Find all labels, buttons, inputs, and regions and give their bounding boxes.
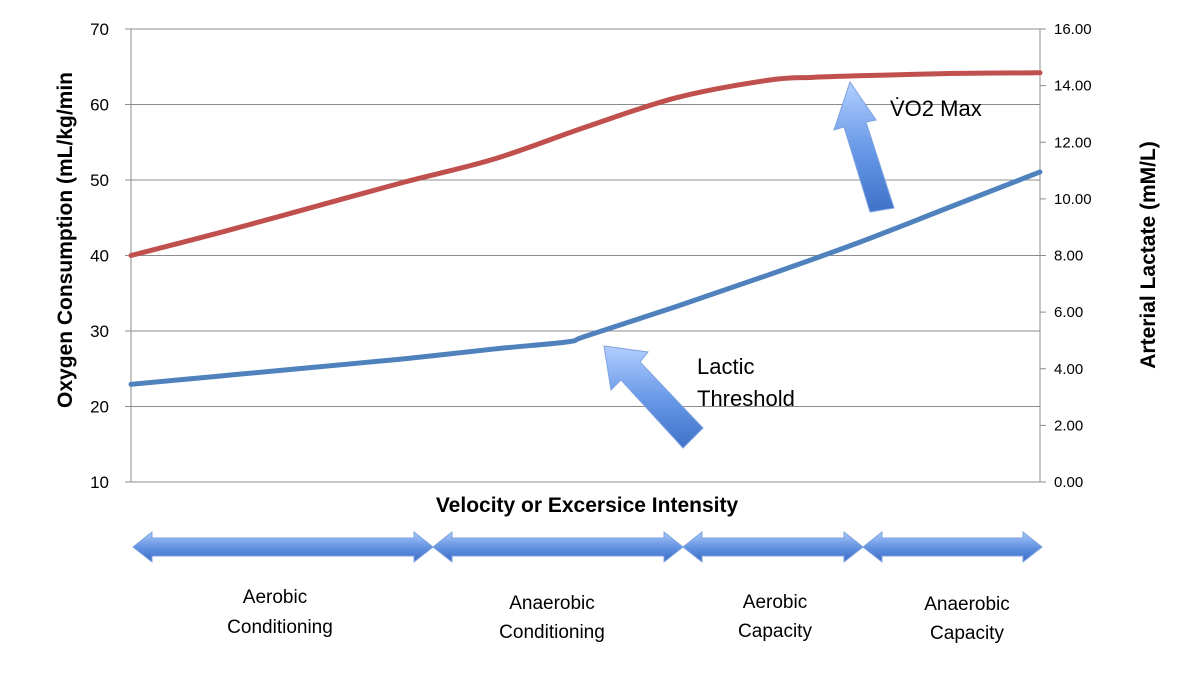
left-tick-label: 40	[90, 247, 109, 266]
right-axis-ticks: 0.00 2.00 4.00 6.00 8.00 10.00 12.00 14.00 16.00	[1040, 21, 1092, 491]
vo2max-arrow-icon	[833, 80, 895, 213]
training-zones: Aerobic Conditioning Anaerobic Condition…	[132, 530, 1043, 644]
left-tick-label: 70	[90, 20, 109, 39]
lactic-threshold-arrow-icon	[603, 345, 704, 449]
zone-label-anaerobic-capacity-1: Anaerobic	[924, 594, 1010, 615]
lactic-threshold-label-line1: Lactic	[697, 354, 754, 379]
vo2max-label: V̇O2 Max	[890, 96, 982, 121]
zone-label-anaerobic-capacity-2: Capacity	[930, 623, 1004, 644]
zone-label-anaerobic-conditioning-2: Conditioning	[499, 622, 605, 643]
left-tick-label: 20	[90, 398, 109, 417]
left-axis-ticks: 10 20 30 40 50 60 70	[90, 20, 131, 492]
right-tick-label: 16.00	[1054, 21, 1092, 38]
zone-label-aerobic-capacity-1: Aerobic	[743, 592, 807, 613]
right-tick-label: 12.00	[1054, 134, 1092, 151]
arterial-lactate-line	[128, 169, 1043, 387]
zone-arrow-aerobic-conditioning-icon	[132, 530, 434, 564]
left-tick-label: 30	[90, 322, 109, 341]
y-axis-right-title: Arterial Lactate (mM/L)	[1137, 141, 1160, 369]
zone-arrow-aerobic-capacity-icon	[682, 530, 864, 564]
y-axis-left-title: Oxygen Consumption (mL/kg/min	[54, 72, 77, 408]
zone-label-aerobic-capacity-2: Capacity	[738, 621, 812, 642]
zone-arrow-anaerobic-conditioning-icon	[432, 530, 684, 564]
right-tick-label: 0.00	[1054, 474, 1083, 491]
right-tick-label: 8.00	[1054, 248, 1083, 265]
gridlines	[131, 28, 1040, 407]
right-tick-label: 6.00	[1054, 304, 1083, 321]
x-axis-title: Velocity or Excersice Intensity	[436, 494, 739, 517]
lactic-threshold-label-line2: Threshold	[697, 386, 795, 411]
oxygen-consumption-line	[128, 70, 1043, 258]
left-tick-label: 60	[90, 96, 109, 115]
zone-label-anaerobic-conditioning-1: Anaerobic	[509, 593, 595, 614]
zone-label-aerobic-conditioning-1: Aerobic	[243, 587, 307, 608]
right-tick-label: 10.00	[1054, 191, 1092, 208]
zone-label-aerobic-conditioning-2: Conditioning	[227, 617, 333, 638]
right-tick-label: 2.00	[1054, 417, 1083, 434]
right-tick-label: 4.00	[1054, 361, 1083, 378]
left-tick-label: 50	[90, 171, 109, 190]
zone-arrow-anaerobic-capacity-icon	[862, 530, 1043, 564]
right-tick-label: 14.00	[1054, 78, 1092, 95]
left-tick-label: 10	[90, 473, 109, 492]
series-lines	[128, 70, 1043, 387]
